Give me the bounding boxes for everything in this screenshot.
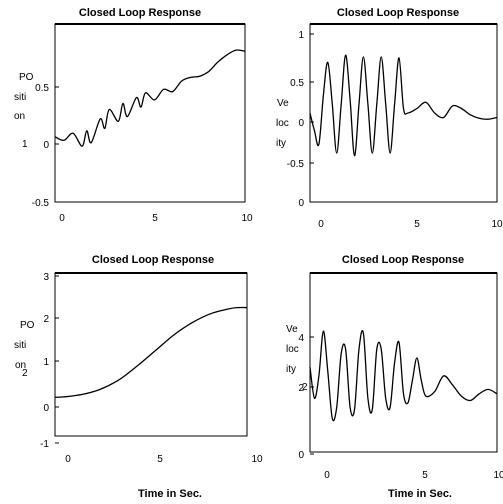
y-axis-label-line: 1 [22, 139, 28, 150]
series-line-2 [309, 54, 498, 157]
x-tick-label: 0 [324, 470, 330, 481]
y-tick-label: 1 [298, 30, 304, 41]
x-tick-label: 5 [422, 470, 428, 481]
x-tick-label: 10 [493, 470, 503, 481]
chart-title-2: Closed Loop Response [337, 7, 459, 19]
y-tick-label: 0 [43, 140, 49, 151]
y-tick-label: 2 [43, 314, 49, 325]
y-axis-label-line: ity [276, 138, 286, 149]
x-axis-label-3: Time in Sec. [138, 488, 202, 500]
y-axis-label-line: ity [286, 364, 296, 375]
plot-frame-4 [309, 272, 498, 453]
chart-title-3: Closed Loop Response [92, 254, 214, 266]
x-tick-label: 0 [318, 219, 324, 230]
chart-title-1: Closed Loop Response [79, 7, 201, 19]
y-tick-label: -0.5 [32, 198, 50, 209]
y-tick-label: 2 [298, 383, 304, 394]
plot-frame-2 [309, 23, 498, 203]
y-axis-label-subscript: 2 [302, 382, 308, 393]
y-axis-label-line: PO [20, 320, 35, 331]
x-tick-label: 10 [491, 219, 503, 230]
y-tick-label: 0 [298, 198, 304, 209]
y-tick-label: 0 [298, 450, 304, 461]
y-axis-label-line: on [14, 111, 25, 122]
y-tick-label: 4 [298, 333, 304, 344]
x-tick-label: 5 [157, 454, 163, 465]
y-tick-label: 1 [43, 357, 49, 368]
x-tick-label: 10 [241, 213, 253, 224]
y-tick-label: 0 [298, 118, 304, 129]
series-line-3 [54, 306, 248, 398]
y-tick-label: 0.5 [35, 83, 49, 94]
x-tick-label: 0 [59, 213, 65, 224]
y-axis-label-line: siti [14, 340, 26, 351]
y-tick-label: 0 [43, 403, 49, 414]
y-axis-label-line: loc [276, 118, 289, 129]
y-tick-label: -1 [40, 439, 49, 450]
y-tick-label: 3 [43, 272, 49, 283]
y-axis-label-line: Ve [277, 98, 289, 109]
y-axis-label-line: siti [14, 92, 26, 103]
plot-frame-1 [54, 23, 246, 203]
x-axis-label-4: Time in Sec. [388, 488, 452, 500]
y-axis-label-line: PO [19, 72, 34, 83]
x-tick-label: 5 [414, 219, 420, 230]
y-axis-label-line: 2 [22, 368, 28, 379]
chart-title-4: Closed Loop Response [342, 254, 464, 266]
y-tick-label: 0.5 [290, 78, 304, 89]
series-line-4 [309, 329, 498, 422]
x-tick-label: 10 [251, 454, 263, 465]
y-axis-label-line: loc [286, 344, 299, 355]
y-axis-label-line: Ve [286, 324, 298, 335]
y-axis-label-line: on [15, 360, 26, 371]
series-line-1 [54, 49, 246, 147]
y-tick-label: -0.5 [287, 159, 305, 170]
x-tick-label: 5 [152, 213, 158, 224]
x-tick-label: 0 [65, 454, 71, 465]
